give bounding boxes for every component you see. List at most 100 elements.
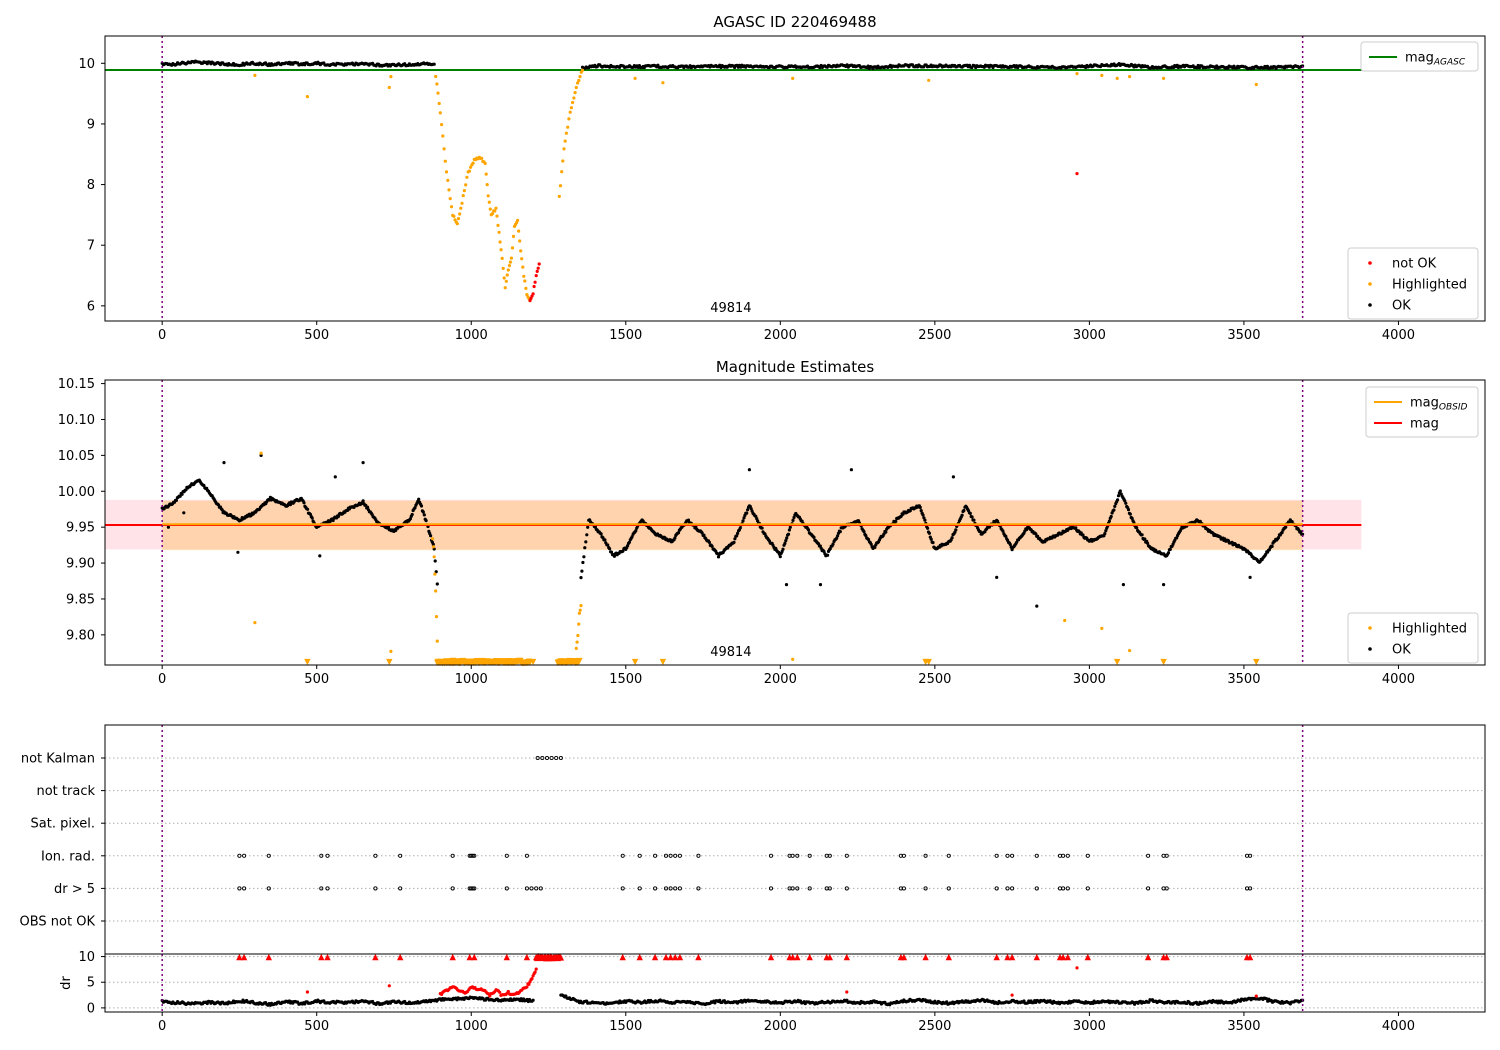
p3-flag-marker: [696, 853, 701, 858]
p2-ytick-label: 9.90: [66, 557, 95, 572]
p3-flag-marker: [795, 853, 800, 858]
p1-point: [532, 284, 536, 289]
p1-point: [438, 111, 442, 115]
p1-ytick-label: 7: [87, 239, 95, 254]
p4-point: [318, 953, 325, 961]
p2-point: [1140, 533, 1144, 537]
p1-point: [1162, 76, 1166, 80]
p2-ytick-label: 9.80: [66, 628, 95, 643]
p2-point: [1143, 537, 1147, 541]
p1-point: [464, 183, 468, 187]
p2-point: [583, 546, 587, 550]
p1-point: [536, 266, 540, 270]
p1-marker-legend-label: Highlighted: [1392, 278, 1467, 293]
p4-point: [667, 953, 674, 961]
p1-marker-legend-label: OK: [1392, 299, 1411, 314]
p3-flag-marker: [1248, 886, 1253, 891]
p2-point: [1001, 529, 1005, 533]
p4-point: [651, 953, 659, 961]
p2-point: [1135, 526, 1139, 530]
p3-flag-marker: [620, 886, 625, 891]
p1-point: [449, 205, 454, 209]
p2-point: [304, 658, 311, 666]
p2-point: [259, 451, 263, 455]
p3-flag-marker: [472, 853, 477, 858]
p2-point: [333, 475, 337, 479]
p3-flag-marker: [637, 886, 642, 891]
p3-flag-marker: [1248, 853, 1253, 858]
p3-flag-marker: [242, 886, 247, 891]
p3-category-label: Ion. rad.: [41, 849, 95, 864]
p2-point: [716, 555, 721, 559]
p3-flag-marker: [1034, 886, 1039, 891]
p2-point: [1175, 536, 1179, 540]
p1-point: [523, 279, 527, 283]
p1-point: [521, 265, 525, 269]
p1-point: [508, 260, 512, 264]
p1-point: [791, 76, 795, 80]
p2-point: [738, 526, 742, 530]
p2-point: [166, 525, 170, 529]
p3-flag-marker: [668, 853, 673, 858]
p1-point: [517, 229, 521, 233]
p4-point: [789, 953, 796, 961]
p2-point: [951, 475, 956, 479]
p2-line-legend-subscript: OBSID: [1439, 403, 1468, 413]
p4-xtick-label: 2500: [918, 1019, 951, 1034]
p1-point: [437, 101, 441, 106]
p3-flag-marker: [1164, 886, 1169, 891]
p1-ytick-label: 10: [78, 57, 95, 72]
p1-point: [461, 194, 465, 198]
p2-point: [1264, 552, 1268, 557]
p2-point: [435, 639, 439, 643]
p2-point: [431, 537, 435, 541]
p2-point: [410, 512, 414, 517]
p2-point: [586, 525, 590, 529]
p2-point: [1074, 526, 1078, 530]
p2-point: [831, 542, 835, 546]
p1-xtick-label: 0: [158, 328, 166, 343]
p2-point: [749, 507, 753, 511]
p3-flag-marker: [946, 853, 951, 858]
p3-flag-marker: [470, 853, 475, 858]
p2-point: [702, 533, 706, 537]
p2-point: [968, 511, 972, 515]
p2-point: [582, 555, 586, 559]
p2-point: [178, 494, 182, 498]
p2-point: [1160, 658, 1167, 666]
p2-obsid-label: 49814: [710, 645, 751, 660]
p3-flag-marker: [325, 853, 330, 858]
p4-point: [676, 953, 684, 961]
p2-point: [927, 531, 932, 535]
p4-point: [265, 953, 272, 961]
p1-point: [535, 269, 539, 273]
p3-flag-marker: [472, 886, 477, 891]
p2-point: [710, 544, 714, 549]
p3-flag-marker: [827, 853, 832, 858]
p3-category-label: not Kalman: [21, 752, 95, 767]
p4-point: [498, 990, 502, 994]
p3-flag-marker: [668, 886, 673, 891]
p1-point: [564, 131, 569, 135]
p2-point: [1100, 626, 1104, 631]
p4-point: [557, 954, 565, 961]
p1-point: [578, 75, 582, 79]
p4-point: [945, 1000, 949, 1004]
p1-marker-legend-label: not OK: [1392, 257, 1437, 272]
p4-xtick-label: 3500: [1227, 1019, 1260, 1034]
p1-point: [446, 178, 450, 182]
p4-point: [523, 953, 531, 961]
p2-point: [781, 547, 785, 551]
p3-flag-marker: [673, 853, 678, 858]
p2-point: [950, 536, 954, 540]
p1-point: [524, 286, 528, 290]
p2-point: [923, 518, 927, 522]
p2-point: [433, 559, 437, 563]
p4-point: [324, 953, 331, 961]
p1-point: [1254, 82, 1258, 87]
p1-point: [1100, 73, 1104, 77]
p2-point: [792, 515, 796, 520]
p2-point: [577, 611, 582, 615]
p2-point: [580, 569, 584, 573]
p2-point: [1276, 536, 1281, 540]
